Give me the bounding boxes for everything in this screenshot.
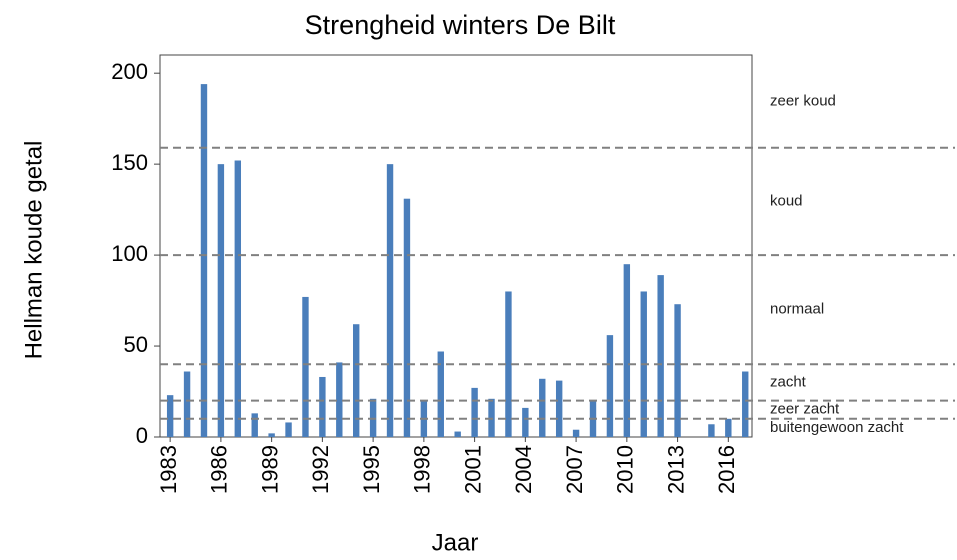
chart-title: Strengheid winters De Bilt bbox=[305, 10, 616, 40]
y-axis-label: Hellman koude getal bbox=[20, 141, 47, 360]
bar bbox=[606, 335, 614, 437]
x-tick-label: 2004 bbox=[511, 445, 536, 494]
x-tick-label: 1995 bbox=[359, 445, 384, 494]
bar bbox=[319, 376, 326, 437]
bar bbox=[268, 433, 275, 437]
x-tick-label: 1998 bbox=[410, 445, 435, 494]
bar bbox=[386, 164, 394, 437]
bar bbox=[742, 371, 749, 437]
bar bbox=[183, 371, 191, 437]
zone-label: zeer koud bbox=[770, 92, 836, 109]
y-tick-label: 200 bbox=[111, 59, 148, 84]
bar bbox=[471, 387, 478, 437]
bar bbox=[522, 407, 529, 437]
zone-label: normaal bbox=[770, 301, 824, 318]
bar bbox=[234, 160, 242, 437]
zone-label: koud bbox=[770, 192, 803, 209]
bar bbox=[403, 198, 411, 437]
y-tick-label: 0 bbox=[136, 423, 148, 448]
y-tick-label: 50 bbox=[124, 332, 148, 357]
bar bbox=[200, 84, 208, 437]
bar bbox=[285, 422, 292, 437]
zone-label: zacht bbox=[770, 373, 807, 390]
bar bbox=[572, 429, 580, 437]
bar bbox=[336, 362, 343, 437]
bar bbox=[657, 275, 664, 437]
bar bbox=[437, 351, 444, 437]
x-tick-label: 1983 bbox=[156, 445, 181, 494]
y-tick-label: 100 bbox=[111, 241, 148, 266]
y-tick-label: 150 bbox=[111, 150, 148, 175]
bar bbox=[555, 380, 563, 437]
bar bbox=[302, 296, 309, 437]
x-tick-label: 1992 bbox=[308, 445, 333, 494]
zone-label: buitengewoon zacht bbox=[770, 419, 904, 436]
x-tick-label: 2013 bbox=[663, 445, 688, 494]
bar bbox=[725, 418, 732, 437]
bar bbox=[217, 164, 225, 437]
bar bbox=[505, 291, 512, 437]
bar bbox=[539, 378, 546, 437]
bar bbox=[623, 264, 631, 437]
x-tick-label: 2016 bbox=[714, 445, 739, 494]
bar bbox=[353, 324, 360, 437]
bar bbox=[708, 424, 715, 437]
bar bbox=[454, 431, 461, 437]
x-tick-label: 2010 bbox=[613, 445, 638, 494]
zone-label: zeer zacht bbox=[770, 401, 840, 418]
x-tick-label: 2001 bbox=[460, 445, 485, 494]
bar bbox=[674, 304, 681, 437]
x-tick-label: 1989 bbox=[257, 445, 282, 494]
x-tick-label: 1986 bbox=[207, 445, 232, 494]
bar bbox=[166, 395, 174, 437]
x-axis-label: Jaar bbox=[432, 529, 479, 556]
x-tick-label: 2007 bbox=[562, 445, 587, 494]
bar bbox=[251, 413, 258, 437]
